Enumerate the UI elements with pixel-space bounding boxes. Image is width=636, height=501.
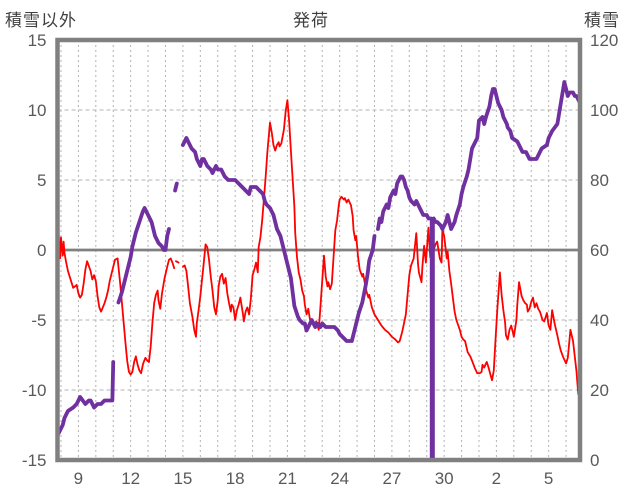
series-other-line [56,228,176,376]
x-axis-tick-label: 5 [544,469,553,488]
x-axis-tick-label: 30 [435,469,454,488]
left-axis-title: 積雪以外 [5,11,77,30]
series-snow-line [431,80,582,231]
left-axis-tick-label: -15 [22,451,47,470]
right-axis-tick-label: 80 [590,171,609,190]
right-axis-tick-label: 0 [590,451,599,470]
right-axis-tick-label: 120 [590,31,618,50]
right-axis-tick-label: 60 [590,241,609,260]
left-axis-tick-label: -5 [31,311,46,330]
series-other-line [175,260,180,264]
series-snow-line [173,181,179,193]
right-axis-tick-label: 40 [590,311,609,330]
x-axis-tick-label: 2 [492,469,501,488]
x-axis-tick-label: 27 [382,469,401,488]
x-axis-tick-label: 12 [121,469,140,488]
left-axis-tick-label: 10 [28,101,47,120]
x-axis-tick-label: 15 [173,469,192,488]
right-axis-tick-label: 100 [590,101,618,120]
left-axis-tick-label: 5 [37,171,46,190]
series-snow-line [55,360,116,438]
series-snow-line [180,136,377,343]
plot-border [55,37,583,463]
x-axis-tick-label: 18 [226,469,245,488]
x-axis-tick-label: 9 [74,469,83,488]
series-snow-line [116,206,171,305]
right-axis-title: 積雪 [584,11,620,30]
x-axis-tick-label: 21 [278,469,297,488]
left-axis-tick-label: 0 [37,241,46,260]
x-axis-tick-label: 24 [330,469,349,488]
left-axis-tick-label: -10 [22,381,47,400]
series-snow-line [376,174,433,231]
right-axis-tick-label: 20 [590,381,609,400]
left-axis-tick-label: 15 [28,31,47,50]
chart-title: 発荷 [293,11,329,30]
